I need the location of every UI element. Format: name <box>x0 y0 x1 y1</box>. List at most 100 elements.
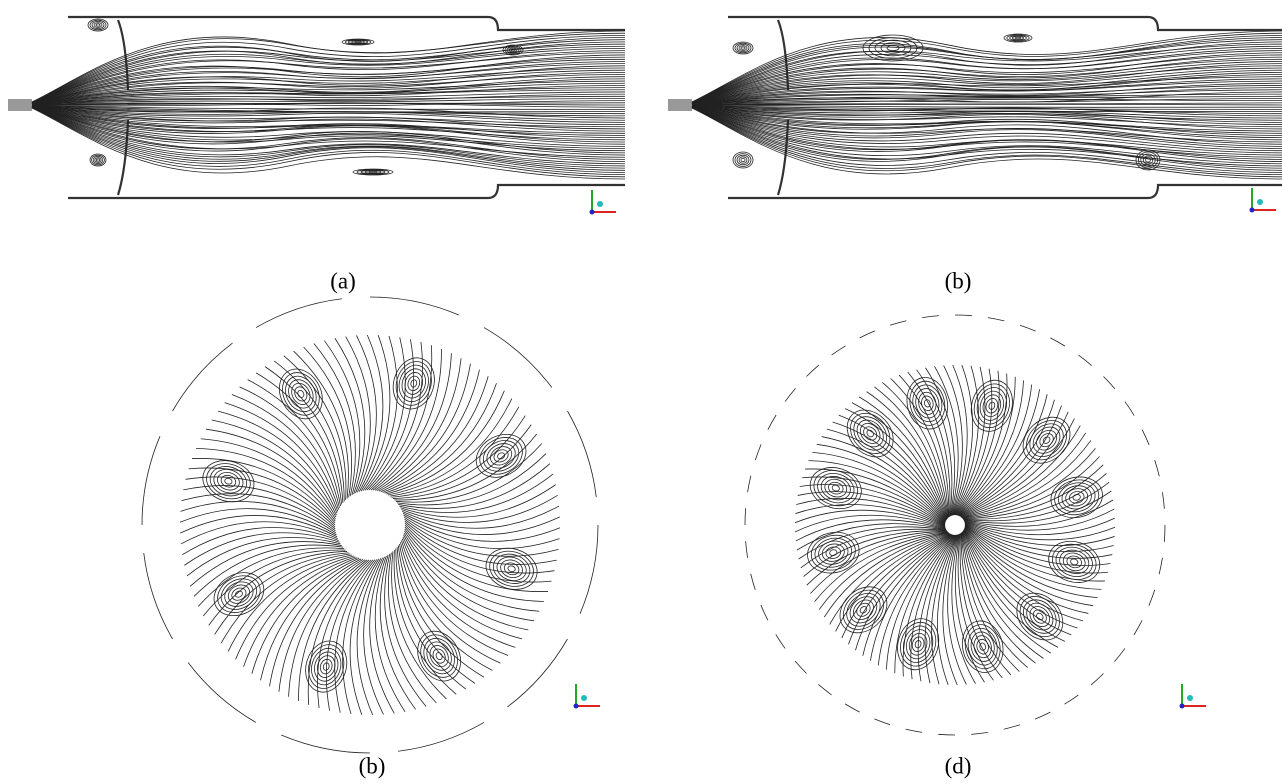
vortex <box>917 391 939 417</box>
vortex <box>503 561 521 576</box>
outer-streamline <box>484 328 552 388</box>
outer-streamline <box>776 634 785 648</box>
vortex <box>426 642 452 670</box>
vortex <box>409 624 469 689</box>
outer-streamline <box>906 729 922 732</box>
vortex <box>1012 589 1067 645</box>
streamline <box>187 537 341 575</box>
outer-streamline <box>761 605 768 620</box>
axis-x <box>1257 199 1263 205</box>
vortex <box>842 405 897 461</box>
outer-streamline <box>807 365 819 376</box>
origin <box>1180 704 1185 709</box>
outer-streamline <box>751 574 756 590</box>
vortex <box>972 634 994 660</box>
vortex <box>96 24 100 26</box>
vortex <box>496 452 505 461</box>
wall <box>68 17 625 30</box>
axis-x <box>1187 695 1193 701</box>
vortex <box>814 469 858 507</box>
outer-streamline <box>567 411 596 497</box>
outer-streamline <box>1050 338 1065 346</box>
vortex <box>1072 494 1081 501</box>
vortex <box>365 171 381 173</box>
caption: (d) <box>945 753 972 778</box>
vortex <box>297 389 306 398</box>
inlet <box>668 99 692 111</box>
outer-streamline <box>785 388 795 401</box>
vortex <box>355 41 361 42</box>
caption: (a) <box>330 268 356 293</box>
outer-streamline <box>1162 492 1164 509</box>
vortex <box>1037 431 1056 449</box>
vortex <box>234 590 243 599</box>
outer-streamline <box>746 541 748 558</box>
outer-streamline <box>507 639 567 707</box>
caption: (b) <box>359 753 386 778</box>
vortex <box>352 41 365 43</box>
vortex <box>739 46 747 51</box>
outer-streamline <box>144 553 173 639</box>
streamline <box>335 338 365 494</box>
outer-streamline <box>922 316 939 318</box>
outer-streamline <box>818 684 831 694</box>
outer-streamline <box>1142 430 1149 445</box>
vortex <box>741 158 745 161</box>
streamline <box>359 335 383 492</box>
vortex <box>1014 408 1079 473</box>
outer-streamline <box>938 734 955 735</box>
origin <box>1250 208 1255 213</box>
vortex <box>739 157 747 163</box>
panel-b-bottom <box>142 297 598 753</box>
vortex <box>1015 37 1021 39</box>
figure: (a) (b) (b) (d) <box>0 0 1282 784</box>
vortex <box>831 484 840 492</box>
wall <box>68 185 625 198</box>
outer-streamline <box>1125 402 1134 416</box>
vortex <box>1007 584 1072 649</box>
vortex <box>88 19 108 31</box>
outer-streamline <box>281 735 370 753</box>
vortex <box>220 474 238 489</box>
outer-streamline <box>988 318 1004 321</box>
panel-d <box>745 315 1165 735</box>
outer-streamline <box>745 508 746 525</box>
outer-streamline <box>755 444 761 460</box>
vortex <box>741 47 745 49</box>
vortex <box>1052 543 1096 581</box>
vortex <box>831 577 896 642</box>
outer-streamline <box>188 662 256 722</box>
outer-streamline <box>795 661 806 673</box>
vortex <box>849 596 877 624</box>
streamline <box>363 336 397 491</box>
vortex <box>829 549 838 556</box>
vortex <box>288 380 314 408</box>
outer-streamline <box>398 722 484 751</box>
vortex <box>96 159 99 161</box>
outer-streamline <box>1078 355 1091 365</box>
vortex <box>369 171 377 172</box>
outer-streamline <box>832 346 846 355</box>
outer-streamline <box>1114 648 1124 661</box>
vortex <box>920 395 934 412</box>
outer-streamline <box>1159 558 1162 574</box>
vortex <box>90 154 106 166</box>
outer-streamline <box>971 732 988 734</box>
outer-streamline <box>370 297 459 315</box>
vortex <box>435 651 444 660</box>
outer-streamline <box>256 299 342 328</box>
wall <box>728 17 1282 30</box>
vortex <box>271 362 331 427</box>
inlet <box>8 99 32 111</box>
vortex <box>94 23 102 28</box>
axis-x <box>597 201 603 207</box>
origin <box>574 704 579 709</box>
outer-streamline <box>1149 590 1155 606</box>
outer-streamline <box>1103 377 1114 389</box>
vortex <box>1033 426 1061 454</box>
axis-x <box>581 695 587 701</box>
outer-streamline <box>1091 673 1103 684</box>
vortex <box>838 401 903 466</box>
vortex <box>975 638 989 655</box>
vortex <box>1026 603 1054 631</box>
